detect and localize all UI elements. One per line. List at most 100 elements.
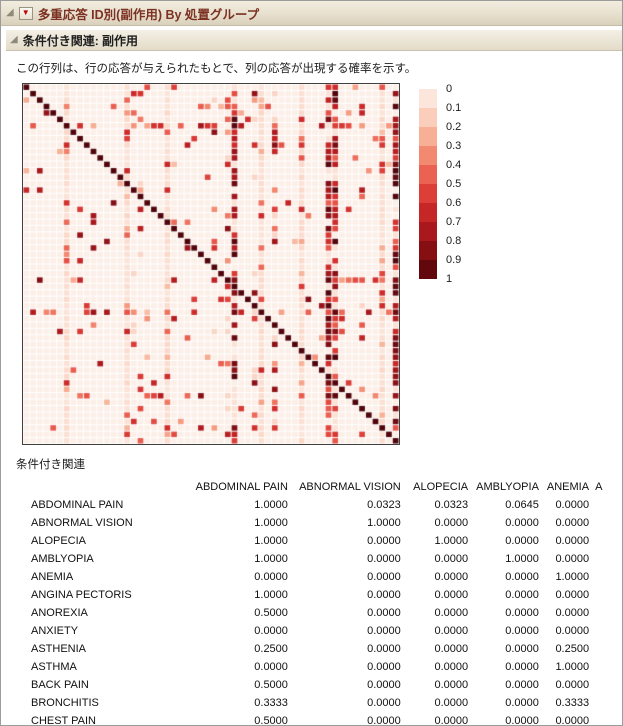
table-cell: 0.0000 [505, 517, 539, 529]
table-cell: 0.0000 [367, 589, 401, 601]
table-cell-clipped [589, 550, 622, 568]
row-label: ANOREXIA [31, 607, 88, 619]
table-cell: 0.3333 [555, 697, 590, 709]
legend-tick-label: 0.6 [446, 197, 462, 209]
table-cell: 0.0000 [254, 625, 288, 637]
description-text: この行列は、行の応答が与えられたもとで、列の応答が出現する確率を示す。 [16, 63, 417, 75]
plot-area: 0 0.1 0.2 0.3 0.4 0.5 0.6 0.7 0.8 0.9 1 [22, 83, 622, 445]
legend-tick-label: 0.4 [446, 159, 462, 171]
row-label: CHEST PAIN [31, 715, 96, 726]
table-cell: 0.0000 [555, 679, 590, 691]
table-cell: 0.0000 [367, 553, 401, 565]
table-cell: 0.0000 [505, 589, 539, 601]
table-row[interactable]: ANOREXIA 0.5000 0.0000 0.0000 0.0000 0.0000 [17, 604, 622, 622]
table-cell: 1.0000 [254, 589, 288, 601]
table-row[interactable]: ASTHENIA 0.2500 0.0000 0.0000 0.0000 0.2500 [17, 640, 622, 658]
table-cell: 1.0000 [555, 661, 590, 673]
legend-color-block [419, 184, 437, 203]
table-cell: 0.0000 [505, 625, 539, 637]
table-row[interactable]: ASTHMA 0.0000 0.0000 0.0000 0.0000 1.0000 [17, 658, 622, 676]
table-cell: 0.0000 [434, 715, 469, 726]
table-cell: 0.0000 [555, 715, 590, 726]
table-cell: 0.5000 [254, 715, 288, 726]
table-cell: 1.0000 [254, 553, 288, 565]
table-cell: 1.0000 [254, 517, 288, 529]
table-cell: 0.0000 [367, 535, 401, 547]
table-cell: 0.0000 [505, 697, 539, 709]
matrix-table-label: 条件付き関連 [16, 459, 85, 471]
legend-tick-label: 0 [446, 83, 453, 95]
table-cell-clipped [589, 514, 622, 532]
table-cell: 0.0000 [555, 553, 590, 565]
row-label: ANEMIA [31, 571, 74, 583]
table-cell-clipped [589, 568, 622, 586]
table-row[interactable]: CHEST PAIN 0.5000 0.0000 0.0000 0.0000 0.0000 [17, 712, 622, 726]
table-cell-clipped [589, 496, 622, 514]
legend-tick-label: 0.8 [446, 235, 462, 247]
table-cell-clipped [589, 586, 622, 604]
table-cell: 1.0000 [434, 535, 469, 547]
row-label: ASTHENIA [31, 643, 87, 655]
table-cell: 0.0000 [434, 553, 469, 565]
conditional-association-table: ABDOMINAL PAIN ABNORMAL VISION ALOPECIA … [17, 478, 622, 726]
table-cell: 0.0000 [555, 625, 590, 637]
column-header: ABDOMINAL PAIN [195, 481, 288, 493]
table-row[interactable]: ANXIETY 0.0000 0.0000 0.0000 0.0000 0.0000 [17, 622, 622, 640]
table-cell: 0.0000 [367, 607, 401, 619]
table-row[interactable]: ANEMIA 0.0000 0.0000 0.0000 0.0000 1.0000 [17, 568, 622, 586]
legend-tick-label: 1 [446, 273, 453, 285]
table-cell: 0.0000 [254, 571, 288, 583]
table-cell: 0.0000 [434, 625, 469, 637]
disclosure-triangle-icon[interactable]: ◢ [6, 7, 14, 18]
table-cell: 0.2500 [254, 643, 288, 655]
section-title-bar: ◢ 条件付き関連: 副作用 [6, 30, 622, 51]
table-cell: 0.0000 [434, 571, 469, 583]
table-cell: 1.0000 [254, 535, 288, 547]
section-disclosure-triangle-icon[interactable]: ◢ [10, 34, 18, 45]
heatmap-canvas[interactable] [23, 84, 399, 444]
table-cell: 1.0000 [254, 499, 288, 511]
section-title: 条件付き関連: 副作用 [22, 33, 139, 48]
table-cell-clipped [589, 694, 622, 712]
color-legend: 0 0.1 0.2 0.3 0.4 0.5 0.6 0.7 0.8 0.9 1 [419, 84, 480, 285]
legend-color-block [419, 89, 437, 108]
row-label: ASTHMA [31, 661, 77, 673]
table-header-row: ABDOMINAL PAIN ABNORMAL VISION ALOPECIA … [17, 478, 622, 496]
heatmap-frame [22, 83, 400, 445]
table-cell: 0.0000 [505, 715, 539, 726]
table-row[interactable]: ANGINA PECTORIS 1.0000 0.0000 0.0000 0.0000 0… [17, 586, 622, 604]
table-cell: 0.3333 [254, 697, 288, 709]
row-label: ANXIETY [31, 625, 79, 637]
table-corner-cell [17, 478, 169, 496]
legend-color-bar[interactable] [419, 89, 437, 281]
table-cell: 0.0000 [434, 679, 469, 691]
table-cell: 0.0000 [505, 643, 539, 655]
legend-color-block [419, 108, 437, 127]
table-cell: 0.5000 [254, 679, 288, 691]
table-cell: 0.0000 [434, 643, 469, 655]
table-cell: 0.0000 [555, 589, 590, 601]
table-cell: 0.2500 [555, 643, 590, 655]
table-row[interactable]: ABNORMAL VISION 1.0000 1.0000 0.0000 0.0000 0… [17, 514, 622, 532]
table-row[interactable]: ALOPECIA 1.0000 0.0000 1.0000 0.0000 0.0000 [17, 532, 622, 550]
table-cell: 0.0000 [505, 661, 539, 673]
table-row[interactable]: ABDOMINAL PAIN 1.0000 0.0323 0.0323 0.0645 0.… [17, 496, 622, 514]
table-cell: 0.0000 [254, 661, 288, 673]
legend-color-block [419, 146, 437, 165]
table-cell-clipped [589, 658, 622, 676]
table-row[interactable]: BRONCHITIS 0.3333 0.0000 0.0000 0.0000 0.3333 [17, 694, 622, 712]
column-header: ALOPECIA [413, 481, 469, 493]
table-cell: 0.0000 [367, 679, 401, 691]
red-triangle-icon: ▼ [21, 8, 30, 17]
red-triangle-menu-button[interactable]: ▼ [18, 6, 33, 20]
table-cell: 1.0000 [367, 517, 401, 529]
legend-tick-label: 0.9 [446, 254, 462, 266]
table-cell: 0.0000 [434, 607, 469, 619]
legend-color-block [419, 241, 437, 260]
legend-color-block [419, 260, 437, 279]
table-cell: 0.0000 [434, 697, 469, 709]
table-cell: 0.0000 [367, 643, 401, 655]
table-row[interactable]: BACK PAIN 0.5000 0.0000 0.0000 0.0000 0.0000 [17, 676, 622, 694]
table-row[interactable]: AMBLYOPIA 1.0000 0.0000 0.0000 1.0000 0.0000 [17, 550, 622, 568]
table-cell-clipped [589, 712, 622, 725]
